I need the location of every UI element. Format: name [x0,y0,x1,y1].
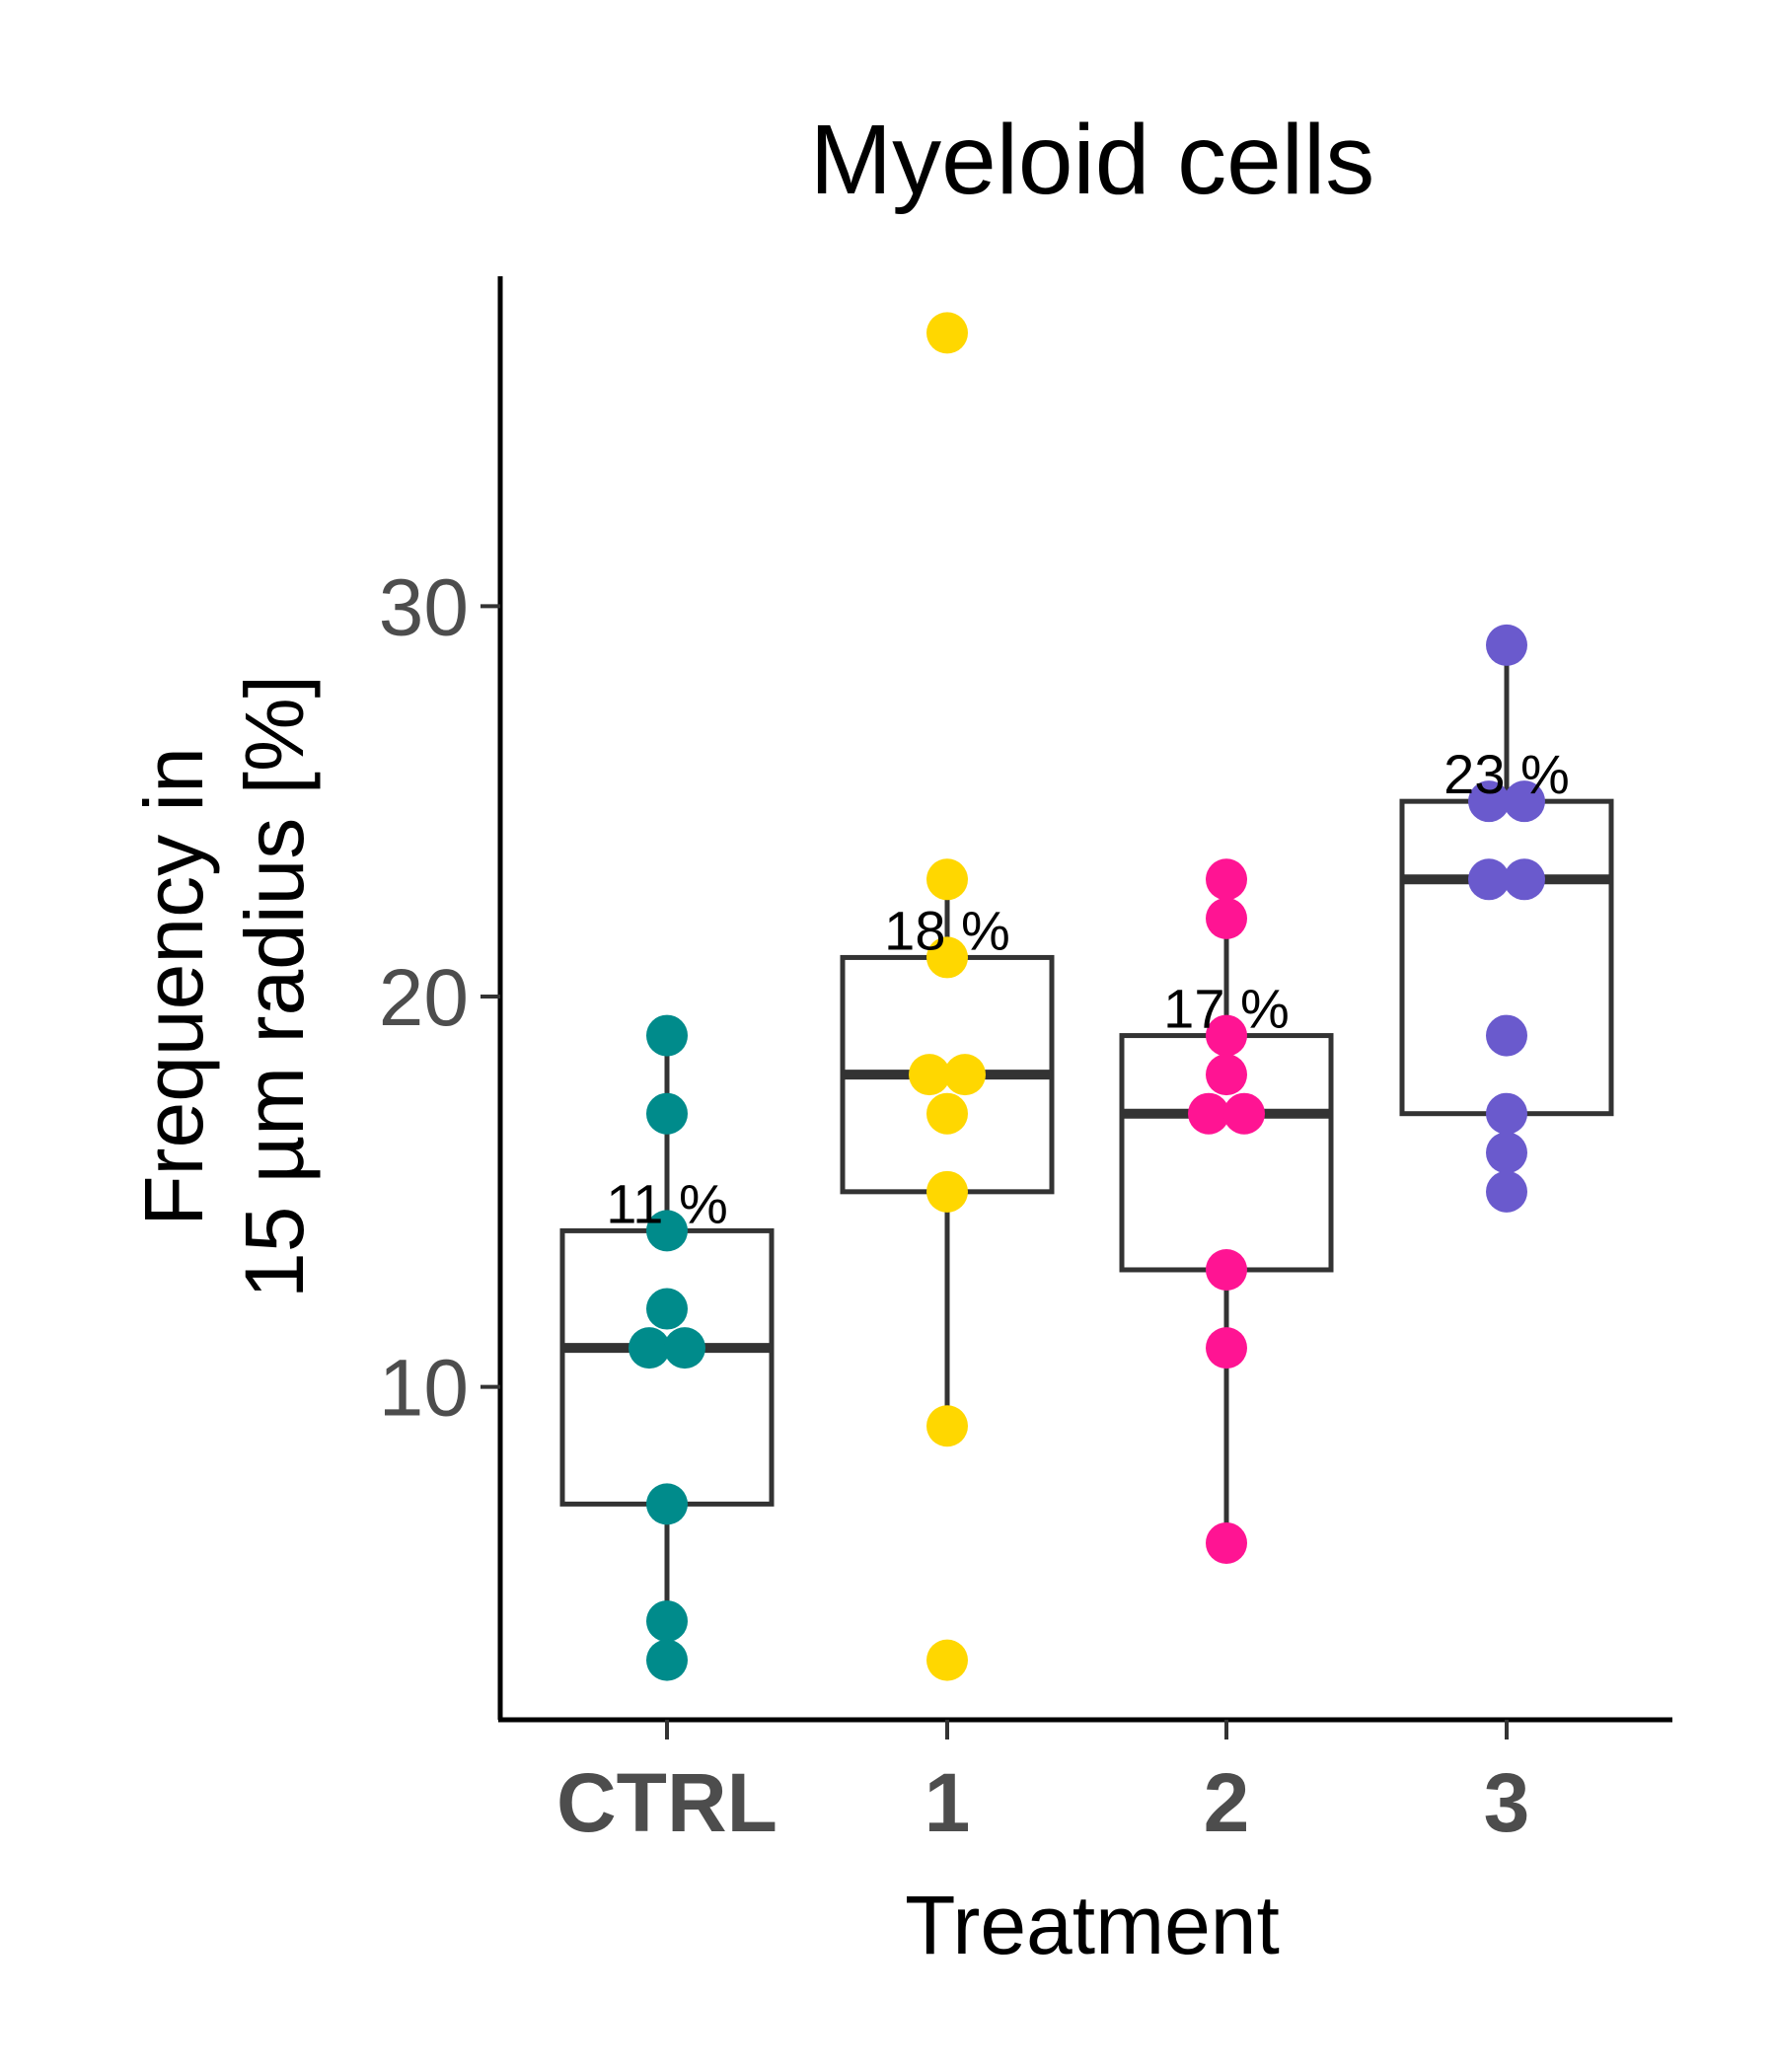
data-point [1206,1521,1247,1564]
data-point [646,1483,688,1525]
data-point [1486,624,1527,666]
plot-area: 10 20 30 CTRL 1 2 3 11 % 18 % 17 % 23 % [379,276,1672,1849]
data-point [926,312,968,354]
data-point [926,1092,968,1135]
data-point [629,1327,670,1369]
data-point [926,1405,968,1447]
box [1399,798,1614,1117]
data-point [646,1600,688,1643]
y-axis-title: Frequency in 15 µm radius [%] [127,675,321,1298]
data-point [1223,1092,1265,1135]
data-point [926,1170,968,1213]
data-point [1206,1054,1247,1096]
data-point [646,1288,688,1330]
data-point [926,1639,968,1681]
box [559,1227,775,1507]
data-point [1188,1092,1229,1135]
data-point [1468,858,1510,901]
data-point [926,858,968,901]
data-point [1486,1014,1527,1057]
x-tick-label: CTRL [556,1756,777,1849]
data-point [1504,858,1545,901]
data-point [926,936,968,979]
y-tick-label: 30 [379,562,469,652]
x-tick-label: 1 [925,1756,971,1849]
y-axis-title-line-1: Frequency in [127,747,220,1226]
y-axis-title-line-2: 15 µm radius [%] [228,675,321,1298]
y-tick-label: 10 [379,1344,469,1434]
x-axis-title: Treatment [905,1879,1280,1971]
data-point [646,1092,688,1135]
median-label: 23 % [1443,743,1570,805]
median-label: 17 % [1163,978,1290,1040]
x-tick-label: 2 [1204,1756,1250,1849]
data-point [1486,1132,1527,1174]
data-point [1486,1170,1527,1213]
data-point [646,1639,688,1681]
data-point [1468,780,1510,823]
data-point [1206,858,1247,901]
data-point [1206,1248,1247,1291]
data-point [664,1327,705,1369]
data-point [1206,1327,1247,1369]
data-point [909,1054,950,1096]
data-point [1486,1092,1527,1135]
chart-title: Myeloid cells [810,105,1374,215]
median-label: 11 % [606,1172,727,1234]
x-tick-label: 3 [1484,1756,1530,1849]
data-point [1504,780,1545,823]
data-point [1206,897,1247,939]
box-group-ctrl [559,1035,775,1661]
median-label: 18 % [884,899,1010,961]
data-point [944,1054,986,1096]
data-point [646,1014,688,1057]
data-point [646,1210,688,1252]
y-tick-label: 20 [379,953,469,1043]
data-point [1206,1014,1247,1057]
